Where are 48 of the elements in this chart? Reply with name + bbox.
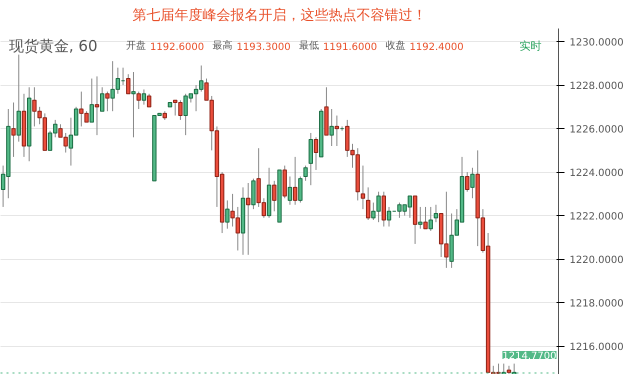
y-tick-label: 1224.0000: [570, 168, 624, 180]
y-tick-label: 1228.0000: [570, 81, 624, 92]
candlestick: [126, 74, 130, 94]
y-tick-label: 1230.0000: [570, 38, 624, 49]
candlestick: [288, 176, 292, 206]
candlestick: [246, 182, 250, 256]
text: 现货黄金, 60: [8, 36, 98, 55]
candlestick: [146, 93, 152, 108]
candlestick: [329, 108, 334, 147]
candlestick: [434, 204, 438, 223]
annotation: 最高 1193.3000: [212, 39, 291, 53]
candlestick: [131, 72, 136, 138]
candlestick: [366, 186, 370, 220]
candlestick: [11, 102, 16, 158]
candlestick: [308, 132, 313, 186]
candlestick: [360, 165, 366, 210]
candlestick: [272, 180, 276, 212]
candlestick: [303, 165, 308, 182]
annotation: 收盘 1192.4000: [386, 39, 464, 53]
candlestick: [470, 167, 475, 199]
ref-line-label: 1214.7700: [502, 350, 556, 362]
candlestick: [382, 191, 386, 228]
annotation: 实时: [519, 39, 542, 52]
y-tick-label: 1220.0000: [570, 255, 624, 266]
candlestick: [428, 206, 433, 232]
candlestick: [251, 178, 256, 210]
candlestick: [100, 86, 104, 112]
candlestick: [298, 176, 303, 204]
candlestick: [105, 91, 110, 112]
y-tick-label: 1226.0000: [570, 124, 624, 136]
y-tick-label: 1218.0000: [570, 298, 624, 310]
candlestick: [94, 76, 100, 136]
candlestick: [314, 136, 318, 170]
text: 第七届年度峰会报名开启，这些热点不容错过！: [132, 8, 426, 24]
annotation: 开盘 1192.6000: [126, 39, 204, 53]
candlestick: [142, 88, 146, 106]
candlestick: [225, 200, 230, 230]
annotation: 最低 1191.6000: [299, 40, 378, 53]
candlestick: [136, 91, 141, 110]
y-tick-label: 1222.0000: [570, 212, 624, 223]
candlestick: [418, 206, 422, 230]
y-tick-label: 1216.0000: [570, 342, 624, 354]
candlestick: [465, 172, 470, 192]
candlestick: [334, 115, 340, 147]
candlestick: [423, 206, 428, 230]
candlestick: [90, 78, 94, 123]
candlestick: [16, 54, 21, 142]
candlestick: [292, 156, 298, 206]
